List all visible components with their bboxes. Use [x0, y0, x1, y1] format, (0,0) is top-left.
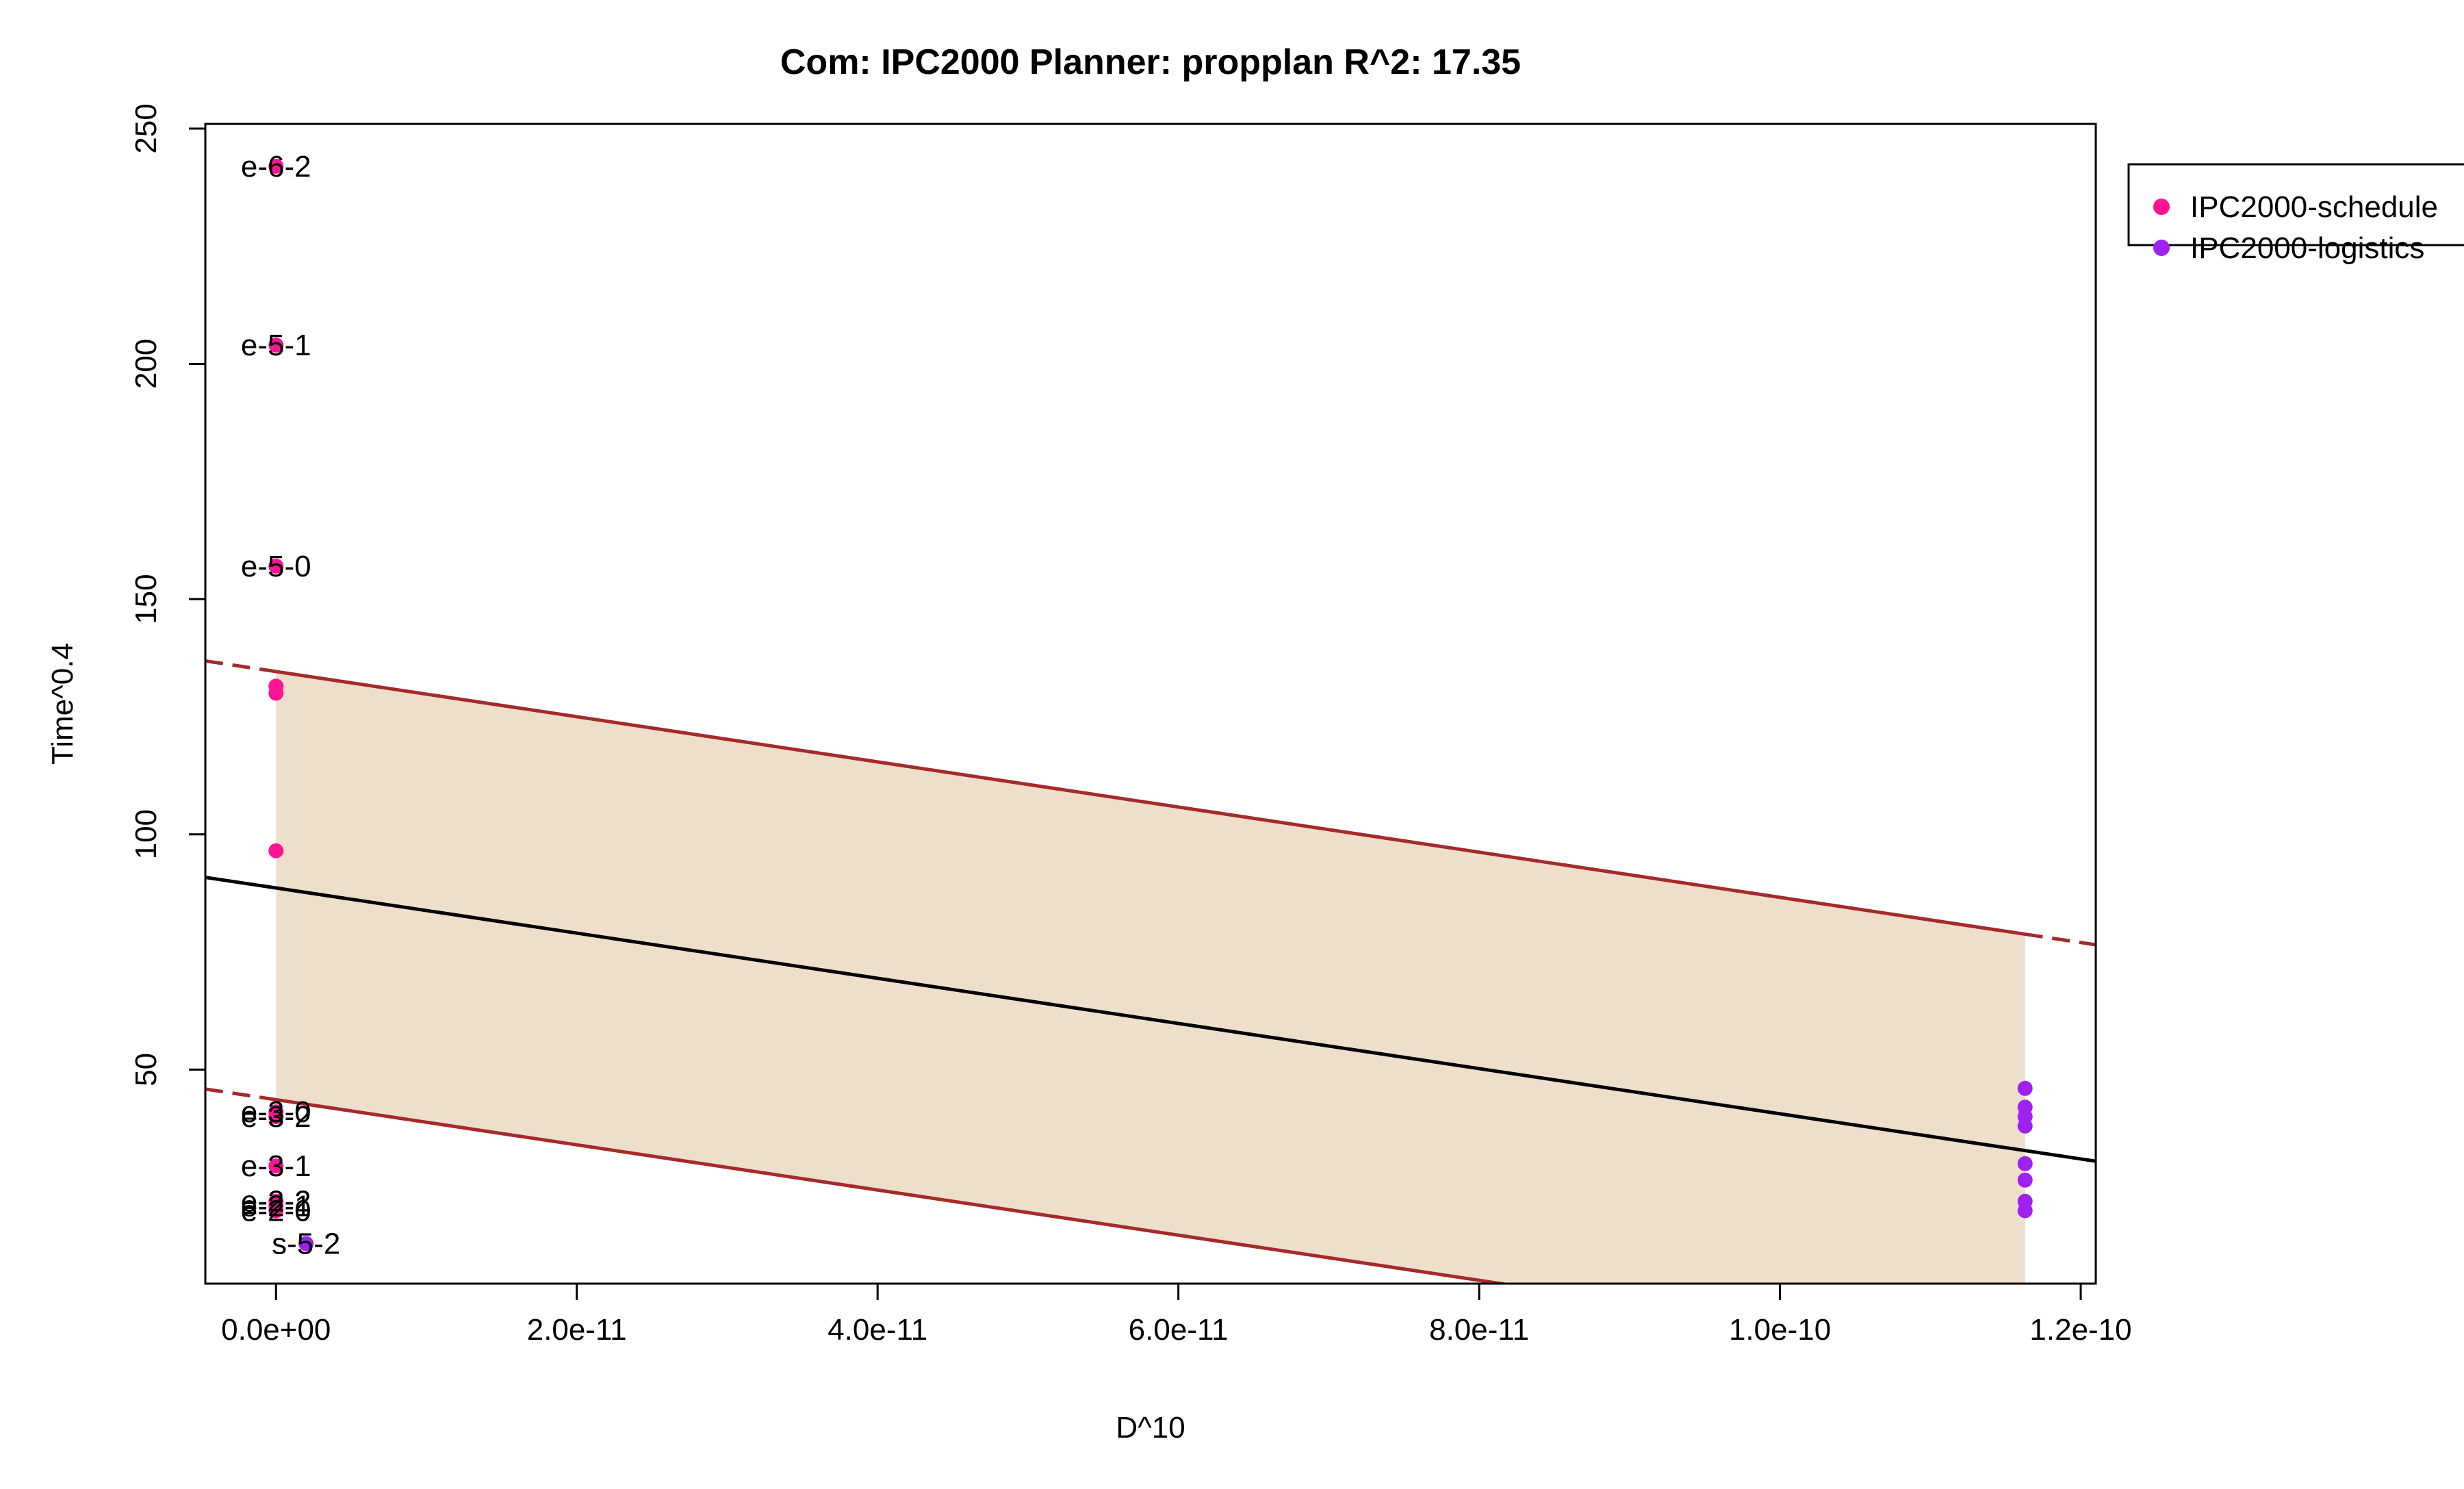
point-label: e-5-0: [241, 550, 311, 583]
legend-marker: [2153, 199, 2170, 215]
data-point: [268, 337, 284, 353]
data-point: [2017, 1203, 2033, 1219]
point-label: s-5-2: [272, 1227, 340, 1261]
upper-bound-line-right: [2025, 932, 2096, 947]
point-label: e-2-0: [241, 1194, 311, 1227]
x-axis-title: D^10: [1116, 1411, 1185, 1445]
y-axis: 50 100 150 200 250: [129, 103, 207, 1086]
legend-label: IPC2000-logistics: [2190, 231, 2424, 265]
data-point: [268, 558, 284, 574]
x-tick-label: 4.0e-11: [827, 1313, 927, 1347]
upper-bound-line-left: [205, 659, 277, 674]
y-tick-label: 50: [129, 1053, 163, 1086]
y-tick-label: 250: [129, 103, 163, 153]
x-tick-label: 1.0e-10: [1729, 1313, 1831, 1347]
lower-bound-line: [275, 1097, 1513, 1284]
legend-marker: [2153, 240, 2170, 256]
y-tick-label: 200: [129, 339, 163, 389]
point-label-layer: e-6-2 e-5-1 e-5-0 e-3-0e-3-2 e-3-1e-2-2e-2-1…: [241, 150, 340, 1261]
y-tick-label: 150: [129, 574, 163, 624]
x-axis: 0.0e+00 2.0e-11 4.0e-11 6.0e-11 8.0e-11 1.0e-…: [221, 1282, 2132, 1347]
data-point: [268, 1158, 284, 1174]
point-label: e-6-2: [241, 150, 311, 183]
x-tick-label: 2.0e-11: [527, 1313, 627, 1347]
regression-line: [205, 876, 2096, 1163]
y-axis-title: Time^0.4: [46, 643, 79, 765]
legend-box: [2127, 163, 2464, 246]
chart-title: Com: IPC2000 Planner: propplan R^2: 17.3…: [780, 42, 1521, 82]
point-label: e-3-0: [241, 1095, 311, 1129]
legend-label: IPC2000-schedule: [2190, 190, 2438, 224]
y-tick-label: 100: [129, 809, 163, 859]
x-tick-label: 0.0e+00: [221, 1313, 331, 1347]
data-point: [2017, 1118, 2033, 1134]
data-point: [268, 1109, 284, 1125]
point-label: e-3-2: [241, 1100, 311, 1134]
data-point: [268, 685, 284, 701]
point-label: e-5-1: [241, 329, 311, 362]
point-label: e-2-2: [241, 1185, 311, 1219]
x-tick-label: 1.2e-10: [2029, 1313, 2131, 1347]
regression-line-layer: [205, 659, 2096, 1373]
data-point: [2017, 1080, 2033, 1096]
lower-bound-line-right: [2025, 1362, 2096, 1373]
data-point: [2017, 1156, 2033, 1171]
legend: IPC2000-schedule IPC2000-logistics: [2127, 163, 2464, 265]
data-point: [268, 843, 284, 858]
x-tick-label: 6.0e-11: [1129, 1313, 1229, 1347]
data-point: [2017, 1172, 2033, 1188]
upper-bound-line: [275, 670, 2026, 937]
prediction-band-area: [276, 671, 2025, 1284]
prediction-band-layer: [276, 671, 2025, 1284]
data-point: [268, 158, 284, 174]
x-tick-label: 8.0e-11: [1429, 1313, 1529, 1347]
point-label: e-2-1: [241, 1190, 311, 1223]
lower-bound-line-left: [205, 1087, 277, 1102]
point-label: e-3-1: [241, 1149, 311, 1183]
data-point: [268, 1203, 284, 1219]
data-point-layer: [268, 158, 2033, 1251]
data-point: [298, 1236, 314, 1251]
